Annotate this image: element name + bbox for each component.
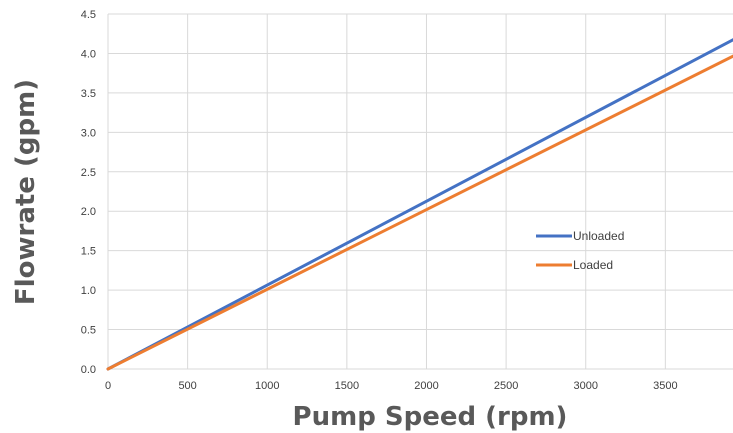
x-axis-ticks: 0 500 1000 1500 2000 2500 3000 3500	[105, 380, 678, 392]
y-axis-title: Flowrate (gpm)	[11, 79, 41, 305]
y-tick-label: 2.0	[81, 206, 96, 218]
series-lines	[106, 38, 733, 371]
x-tick-label: 2000	[414, 380, 438, 392]
x-tick-label: 3500	[653, 380, 677, 392]
series-line-loaded	[106, 54, 733, 371]
legend-label-unloaded: Unloaded	[573, 229, 624, 243]
y-tick-label: 3.5	[81, 88, 96, 100]
y-tick-label: 2.5	[81, 167, 96, 179]
x-tick-label: 1000	[255, 380, 279, 392]
y-tick-label: 4.0	[81, 48, 96, 60]
legend: Unloaded Loaded	[536, 229, 624, 272]
x-tick-label: 500	[178, 380, 196, 392]
x-tick-label: 0	[105, 380, 111, 392]
y-tick-label: 0.5	[81, 325, 96, 337]
y-tick-label: 1.5	[81, 246, 96, 258]
y-tick-label: 4.5	[81, 9, 96, 21]
y-tick-label: 1.0	[81, 285, 96, 297]
y-axis-ticks: 0.0 0.5 1.0 1.5 2.0 2.5 3.0 3.5 4.0 4.5	[81, 9, 96, 376]
x-tick-label: 2500	[494, 380, 518, 392]
gridlines	[107, 13, 733, 370]
y-tick-label: 3.0	[81, 127, 96, 139]
x-tick-label: 3000	[573, 380, 597, 392]
x-tick-label: 1500	[335, 380, 359, 392]
y-tick-label: 0.0	[81, 364, 96, 376]
x-axis-title: Pump Speed (rpm)	[293, 402, 568, 432]
legend-label-loaded: Loaded	[573, 258, 613, 272]
series-line-unloaded	[106, 38, 733, 371]
